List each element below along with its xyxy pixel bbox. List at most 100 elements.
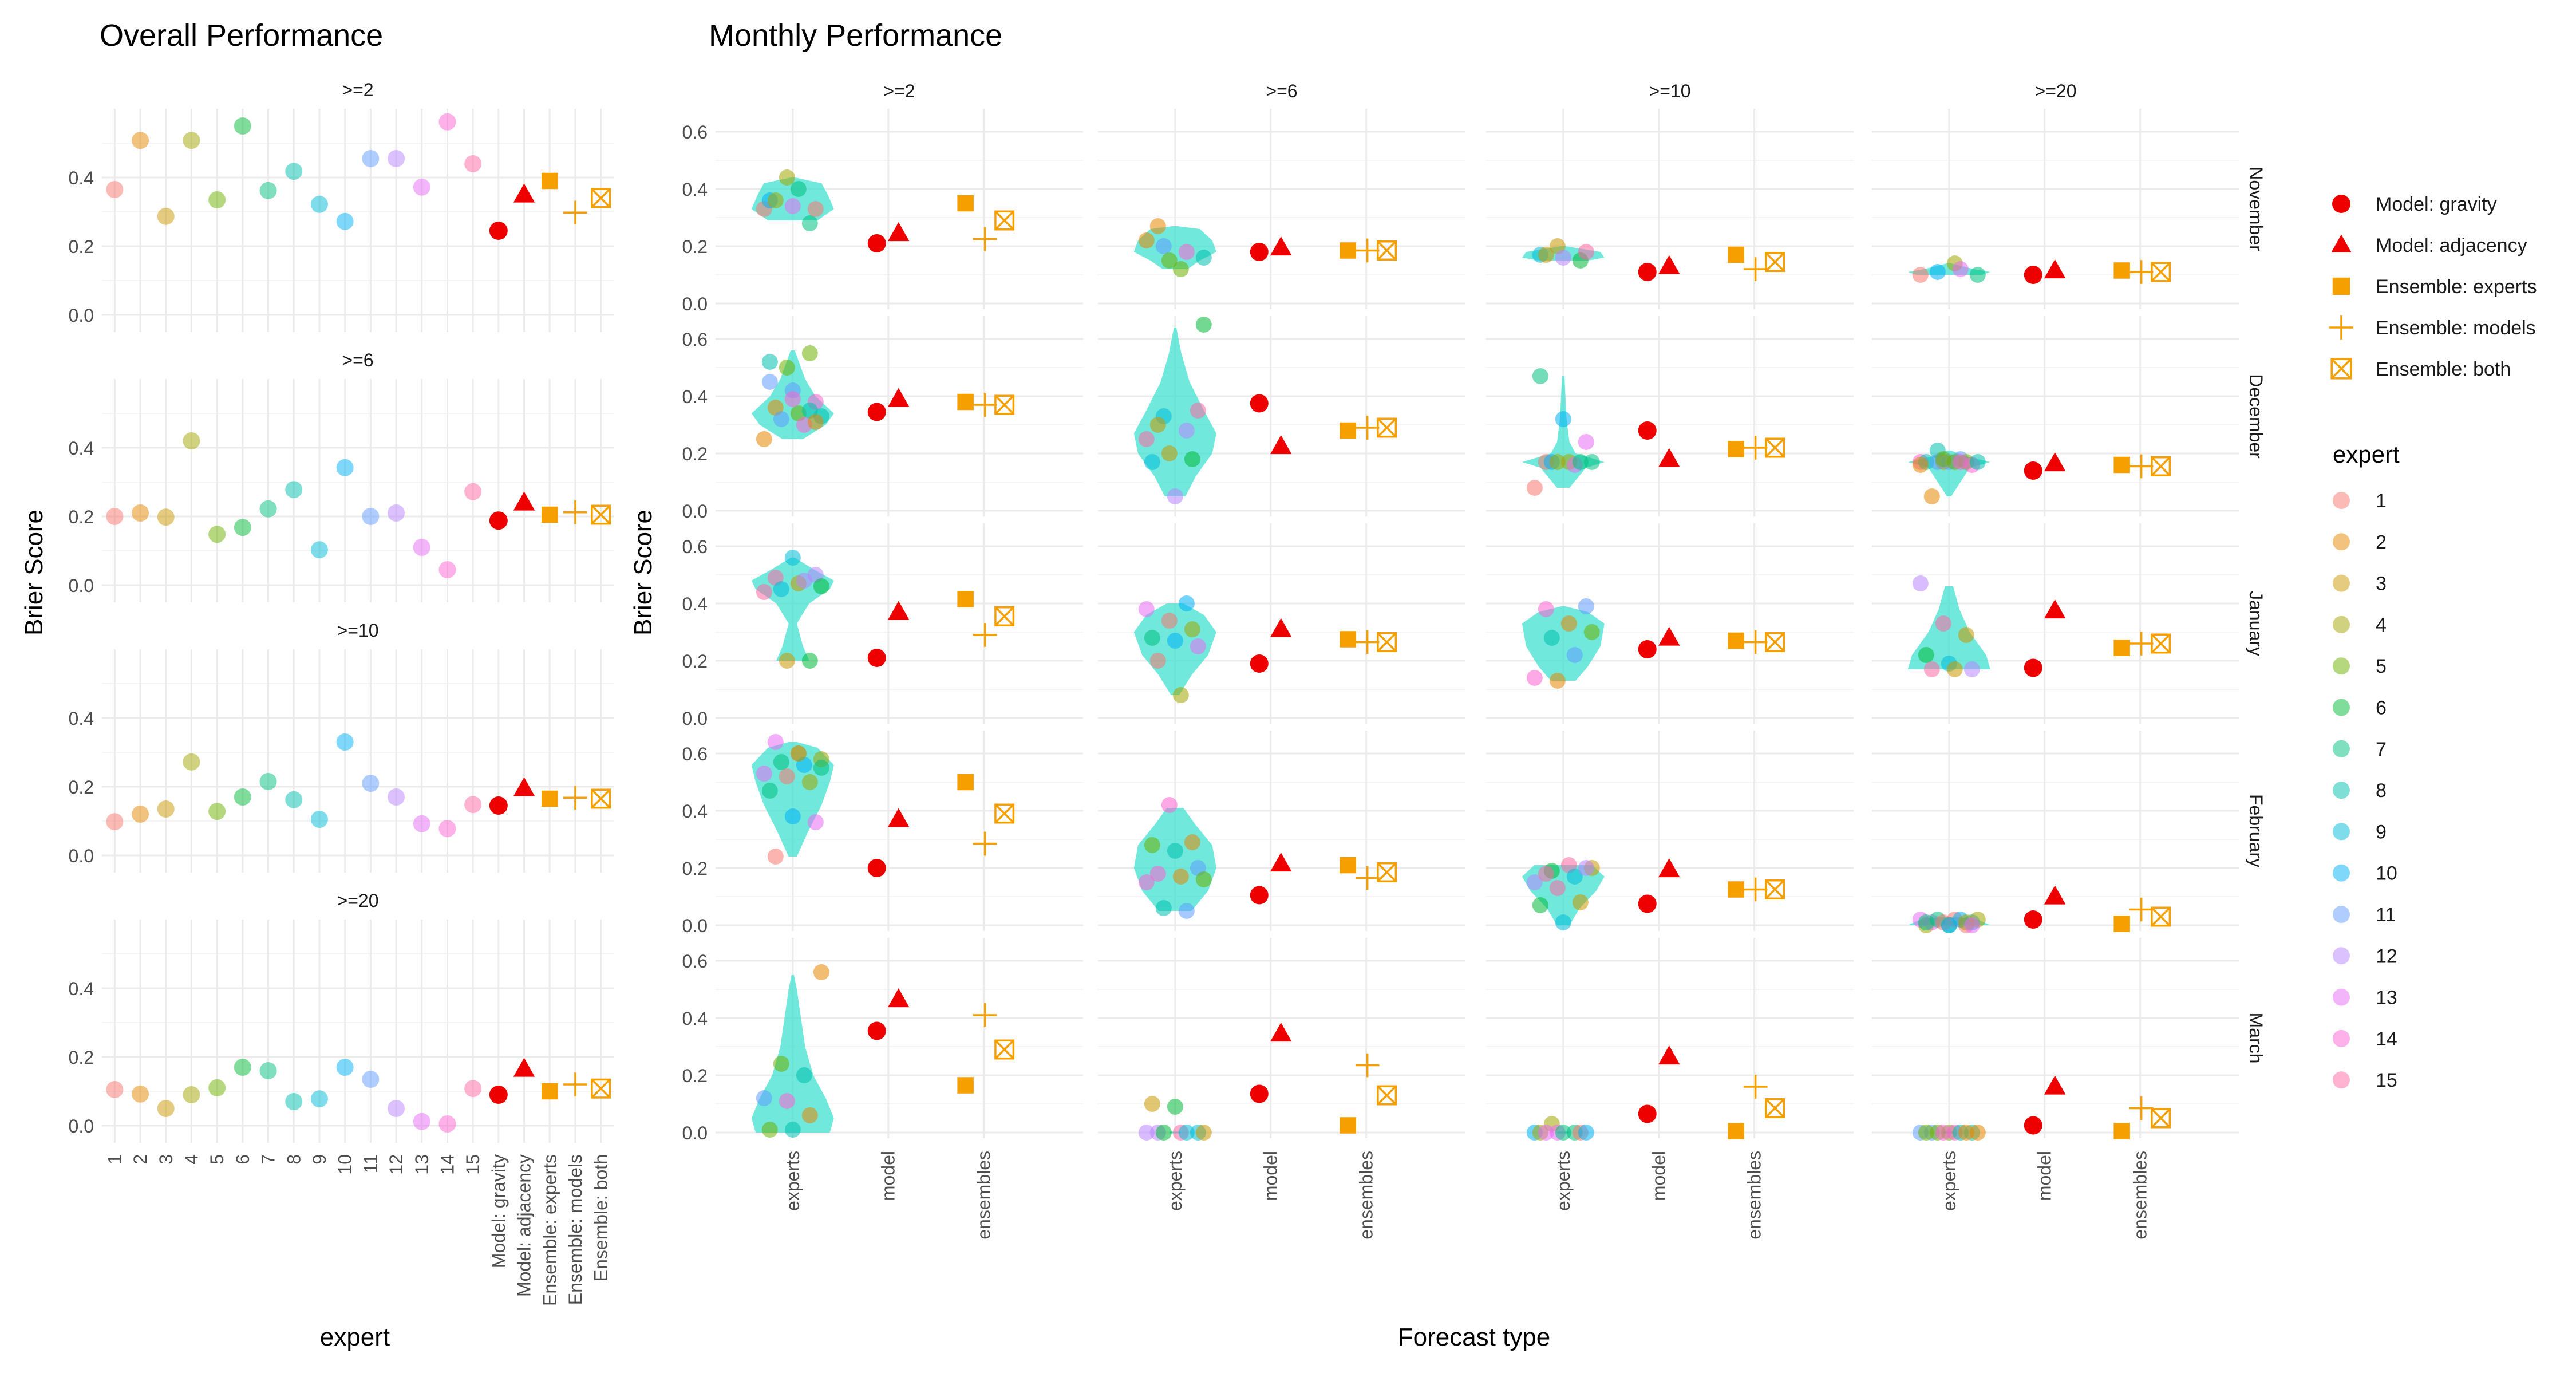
expert-point (779, 653, 795, 669)
adjacency-point (888, 601, 910, 620)
expert-point (773, 581, 789, 597)
monthly-facet (1098, 109, 1465, 309)
expert-point (1161, 797, 1178, 813)
ensemble-models-point (973, 227, 997, 251)
expert-point (259, 500, 277, 518)
violin (751, 975, 834, 1133)
ensemble-models-point (973, 623, 997, 647)
expert-point (388, 1100, 405, 1117)
gravity-point (2024, 1116, 2042, 1135)
expert-point (1923, 488, 1940, 504)
legend-key-square (2332, 277, 2350, 295)
overall-panel: >=6 0.0 0.2 0.4 (69, 350, 614, 602)
expert-point (388, 150, 405, 167)
expert-point (183, 1086, 200, 1103)
expert-point (790, 745, 807, 762)
legend-expert-label: 2 (2376, 531, 2387, 553)
expert-point (784, 1122, 801, 1138)
expert-point (413, 539, 430, 556)
ensemble-experts-point (957, 774, 974, 791)
expert-point (756, 431, 772, 447)
expert-point (1935, 451, 1951, 467)
gravity-point (2024, 266, 2042, 284)
ensemble-experts-point (542, 506, 558, 523)
expert-point (259, 773, 277, 790)
expert-point (756, 584, 772, 600)
ensemble-both-point-box (1765, 632, 1785, 652)
expert-point (1138, 601, 1155, 617)
expert-point (1578, 598, 1594, 614)
monthly-facet (1872, 731, 2239, 933)
ensemble-models-point (563, 200, 587, 224)
ensemble-both-point-box (1377, 862, 1397, 882)
ensemble-models-point (1743, 436, 1768, 460)
expert-point (813, 964, 829, 980)
x-tick-label: ensembles (1744, 1151, 1765, 1240)
ensemble-models-point (1355, 238, 1380, 263)
monthly-facet (1872, 316, 2239, 516)
gravity-point (2024, 910, 2042, 929)
y-tick-label: 0.6 (682, 329, 708, 350)
monthly-row-strip: March (2246, 1013, 2266, 1064)
x-tick-label: Ensemble: experts (539, 1154, 560, 1306)
ensemble-both-point (994, 210, 1015, 231)
ensemble-models-point (2129, 1096, 2154, 1120)
expert-point (1155, 900, 1172, 916)
ensemble-experts-point (2113, 262, 2130, 279)
expert-point (756, 766, 772, 782)
expert-point (779, 1093, 795, 1109)
monthly-row-strip: February (2246, 794, 2266, 867)
ensemble-both-point (591, 188, 611, 208)
expert-point (807, 201, 824, 217)
legend-expert-label: 13 (2376, 987, 2397, 1009)
ensemble-models-point (973, 831, 997, 856)
expert-point (1946, 661, 1963, 677)
adjacency-point (1270, 1022, 1292, 1042)
expert-point (1958, 627, 1974, 643)
legend-label: Ensemble: models (2376, 317, 2536, 339)
expert-point (106, 508, 124, 525)
ensemble-models-point (1355, 866, 1380, 890)
expert-point (183, 432, 200, 449)
monthly-y-axis-title: Brier Score (629, 510, 657, 636)
gravity-point (867, 649, 886, 667)
ensemble-experts-point (1728, 632, 1744, 649)
x-tick-label: 1 (104, 1154, 125, 1165)
expert-point (1167, 633, 1183, 649)
expert-point (1538, 1125, 1554, 1141)
violin (1133, 226, 1216, 269)
y-tick-label: 0.2 (682, 1066, 708, 1086)
ensemble-both-point-box (994, 606, 1015, 626)
violin (751, 742, 834, 857)
overall-y-axis-title: Brier Score (20, 510, 48, 636)
ensemble-both-point-d2 (2151, 1108, 2171, 1128)
monthly-facet (716, 938, 1083, 1138)
expert-point (1935, 615, 1951, 632)
x-tick-label: 15 (463, 1154, 483, 1175)
expert-point (790, 181, 807, 197)
ensemble-experts-point (2113, 640, 2130, 656)
expert-point (784, 198, 801, 214)
y-tick-label: 0.6 (682, 122, 708, 143)
legend-key-plus (2329, 315, 2353, 340)
expert-point (132, 504, 149, 522)
ensemble-both-point (591, 1078, 611, 1099)
expert-point (1952, 454, 1969, 470)
adjacency-point (888, 222, 910, 242)
ensemble-both-point (2151, 456, 2171, 476)
x-tick-label: ensembles (974, 1151, 994, 1240)
ensemble-models-point (563, 500, 587, 524)
monthly-x-axis-title: Forecast type (1398, 1323, 1551, 1351)
x-tick-label: 6 (232, 1154, 253, 1165)
expert-point (1178, 423, 1195, 439)
ensemble-experts-point (1728, 246, 1744, 263)
expert-point (362, 1071, 380, 1088)
expert-point (1918, 647, 1934, 663)
expert-point (761, 783, 778, 799)
expert-point (1912, 457, 1929, 473)
expert-point (1555, 914, 1571, 930)
y-tick-label: 0.4 (682, 594, 708, 614)
expert-point (388, 788, 405, 806)
ensemble-experts-point (2113, 456, 2130, 474)
adjacency-point (888, 808, 910, 827)
